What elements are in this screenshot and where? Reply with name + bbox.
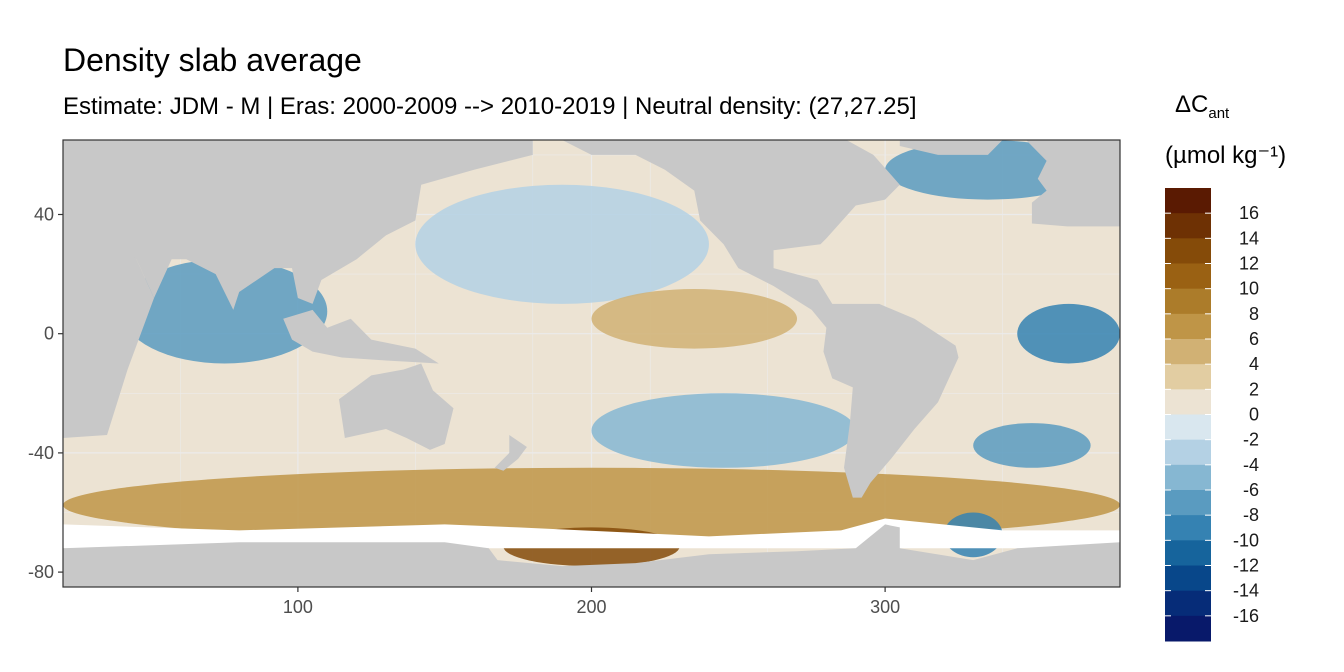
legend-label: 14 xyxy=(1239,228,1259,248)
data-region xyxy=(885,140,1091,200)
legend-title: ΔCant xyxy=(1175,91,1230,122)
legend-color-bin xyxy=(1165,565,1211,592)
data-region xyxy=(121,259,328,364)
legend-color-bin xyxy=(1165,389,1211,415)
legend-color-bin xyxy=(1165,615,1211,642)
data-region xyxy=(415,184,709,304)
legend-label: -4 xyxy=(1243,455,1259,475)
legend-color-bin xyxy=(1165,490,1211,516)
plot-area xyxy=(63,140,1120,587)
map-layer xyxy=(63,140,1120,587)
asia-land xyxy=(121,140,533,310)
legend-color-bin xyxy=(1165,540,1211,566)
legend-color-bin xyxy=(1165,213,1211,239)
legend-units: (µmol kg⁻¹) xyxy=(1165,142,1286,169)
legend-color-bin xyxy=(1165,238,1211,264)
legend-label: 6 xyxy=(1249,329,1259,349)
legend-label: 4 xyxy=(1249,354,1259,374)
antarctica-land xyxy=(63,524,1120,587)
legend-color-bin xyxy=(1165,439,1211,466)
legend-color-bin xyxy=(1165,339,1211,365)
legend-color-bin xyxy=(1165,590,1211,617)
australia-land xyxy=(338,363,454,450)
legend-color-bin xyxy=(1165,313,1211,340)
greenland-land xyxy=(899,140,1003,155)
legend-label: -6 xyxy=(1243,480,1259,500)
new-zealand-land xyxy=(494,435,527,471)
africa-land xyxy=(63,140,155,438)
x-tick-label: 100 xyxy=(283,597,313,617)
legend-color-bin xyxy=(1165,263,1211,290)
data-region xyxy=(591,393,856,468)
legend-label: -10 xyxy=(1233,530,1259,550)
americas-land xyxy=(562,140,959,498)
y-tick-label: -80 xyxy=(28,562,54,582)
legend-label: -2 xyxy=(1243,430,1259,450)
legend-color-bin xyxy=(1165,188,1211,214)
x-tick-label: 300 xyxy=(870,597,900,617)
y-tick-label: 0 xyxy=(44,324,54,344)
y-tick-label: -40 xyxy=(28,443,54,463)
x-tick-label: 200 xyxy=(576,597,606,617)
legend-label: 12 xyxy=(1239,254,1259,274)
legend: ΔCant (µmol kg⁻¹) 16 14 12 10 8 6 4 2 0 -2 -4 -6 -8 -… xyxy=(1165,91,1286,642)
legend-label: -16 xyxy=(1233,606,1259,626)
legend-label: 16 xyxy=(1239,203,1259,223)
legend-label: -12 xyxy=(1233,556,1259,576)
legend-label: 10 xyxy=(1239,279,1259,299)
legend-label: 8 xyxy=(1249,304,1259,324)
legend-label: -14 xyxy=(1233,581,1259,601)
data-region xyxy=(973,423,1091,468)
chart-title: Density slab average xyxy=(63,42,362,78)
missing-data xyxy=(63,518,1120,549)
data-region xyxy=(1017,303,1120,364)
legend-color-bin xyxy=(1165,464,1211,491)
chart-subtitle: Estimate: JDM - M | Eras: 2000-2009 --> … xyxy=(63,93,917,120)
data-region xyxy=(591,289,798,349)
y-tick-label: 40 xyxy=(34,205,54,225)
legend-label: -8 xyxy=(1243,505,1259,525)
southeast-asia-land xyxy=(283,309,439,364)
legend-label: 2 xyxy=(1249,379,1259,399)
legend-color-bin xyxy=(1165,515,1211,541)
legend-color-bin xyxy=(1165,414,1211,441)
legend-color-bin xyxy=(1165,364,1211,390)
europe-land xyxy=(1026,140,1120,227)
legend-label: 0 xyxy=(1249,405,1259,425)
legend-color-bin xyxy=(1165,288,1211,315)
